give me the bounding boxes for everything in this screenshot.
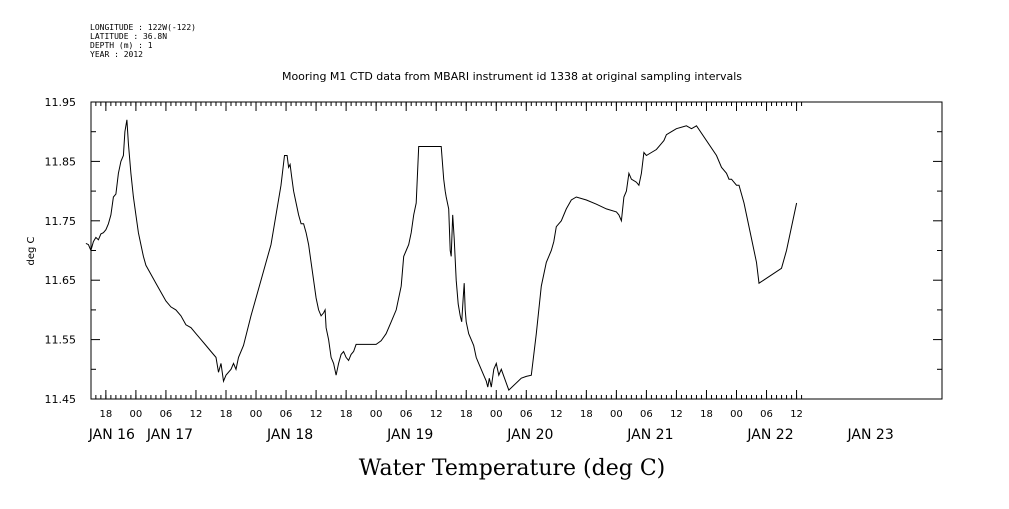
meta-depth: DEPTH (m) : 1 — [90, 41, 153, 50]
x-hour-label: 12 — [310, 409, 323, 420]
x-day-label: JAN 22 — [746, 427, 793, 443]
plot-frame — [90, 101, 943, 400]
x-hour-label: 18 — [100, 409, 113, 420]
x-axis-label: Water Temperature (deg C) — [359, 456, 666, 481]
x-hour-label: 06 — [760, 409, 773, 420]
x-day-label: JAN 17 — [146, 427, 193, 443]
y-tick-label: 11.55 — [45, 334, 77, 347]
x-hour-label: 18 — [460, 409, 473, 420]
x-hour-label: 06 — [160, 409, 173, 420]
x-hour-label: 00 — [250, 409, 263, 420]
x-day-label: JAN 23 — [847, 427, 894, 443]
y-tick-label: 11.95 — [45, 96, 77, 109]
x-ticks: 18 00 06 12 18 00 06 12 18 00 06 12 18 00 06 12 18 00 06 12… — [100, 102, 803, 420]
y-ticks: 11.45 11.55 11.65 11.75 11.85 11.95 — [45, 96, 942, 406]
meta-longitude: LONGITUDE : 122W(-122) — [90, 23, 196, 32]
y-tick-label: 11.75 — [45, 215, 77, 228]
x-hour-label: 00 — [610, 409, 623, 420]
y-tick-label: 11.45 — [45, 393, 77, 406]
x-hour-label: 12 — [790, 409, 803, 420]
x-hour-label: 12 — [190, 409, 203, 420]
x-hour-label: 18 — [220, 409, 233, 420]
x-day-label: JAN 21 — [626, 427, 673, 443]
meta-latitude: LATITUDE : 36.8N — [90, 32, 167, 41]
x-hour-label: 18 — [700, 409, 713, 420]
x-hour-label: 06 — [280, 409, 293, 420]
x-day-label: JAN 18 — [266, 427, 313, 443]
x-hour-label: 00 — [490, 409, 503, 420]
x-hour-label: 00 — [370, 409, 383, 420]
x-hour-label: 12 — [550, 409, 563, 420]
x-hour-label: 00 — [130, 409, 143, 420]
x-day-label: JAN 16 — [88, 427, 135, 443]
x-hour-label: 12 — [430, 409, 443, 420]
series-group — [85, 119, 798, 391]
day-labels: JAN 16 JAN 17 JAN 18 JAN 19 JAN 20 JAN 21 JAN … — [88, 427, 894, 443]
x-day-label: JAN 20 — [506, 427, 553, 443]
x-hour-label: 18 — [580, 409, 593, 420]
minor-ticks — [95, 102, 803, 399]
y-tick-label: 11.65 — [45, 274, 77, 287]
x-hour-label: 18 — [340, 409, 353, 420]
x-hour-label: 06 — [640, 409, 653, 420]
x-hour-label: 06 — [400, 409, 413, 420]
meta-year: YEAR : 2012 — [90, 50, 143, 59]
x-hour-label: 00 — [730, 409, 743, 420]
x-day-label: JAN 19 — [386, 427, 433, 443]
chart-title: Mooring M1 CTD data from MBARI instrumen… — [282, 70, 742, 83]
temperature-series-line — [85, 119, 798, 391]
x-hour-label: 12 — [670, 409, 683, 420]
y-axis-label: deg C — [26, 236, 37, 265]
y-tick-label: 11.85 — [45, 155, 77, 168]
x-hour-label: 06 — [520, 409, 533, 420]
